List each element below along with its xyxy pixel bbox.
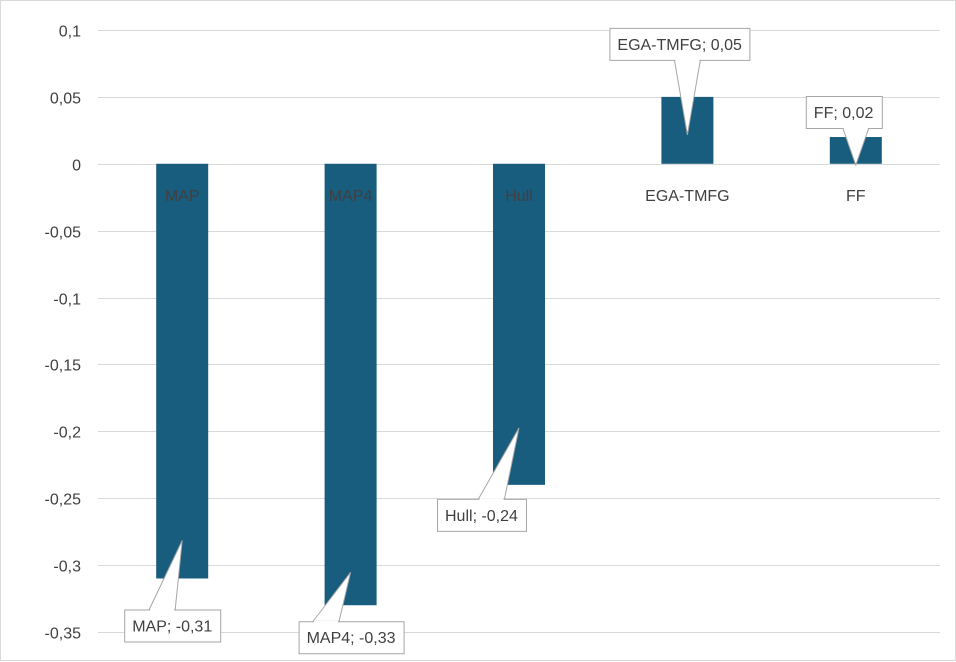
y-tick-label: -0,1	[53, 292, 81, 309]
category-label: MAP	[165, 188, 200, 205]
bar-hull	[493, 163, 545, 485]
y-tick-label: -0,25	[45, 492, 82, 509]
category-label: MAP4	[329, 188, 373, 205]
y-tick-label: 0	[72, 158, 81, 175]
category-labels: MAP MAP4 Hull EGA-TMFG FF	[165, 188, 866, 205]
callout-box	[609, 27, 751, 61]
data-label: MAP; -0,31	[132, 618, 212, 635]
y-tick-label: -0,3	[53, 559, 81, 576]
data-label-callout: Hull; -0,24	[437, 427, 527, 532]
y-tick-label: 0,1	[59, 24, 81, 41]
data-label: MAP4; -0,33	[307, 630, 396, 647]
y-tick-label: -0,05	[45, 225, 82, 242]
data-label-callout: FF; 0,02	[805, 96, 883, 167]
y-tick-label: -0,2	[53, 425, 81, 442]
bar-map4	[324, 163, 377, 606]
category-label: EGA-TMFG	[645, 188, 729, 205]
callout-box	[805, 96, 883, 130]
category-label: FF	[846, 188, 866, 205]
data-label-callouts: MAP; -0,31 MAP4; -0,33 Hull; -0,24 EGA-TMFG…	[124, 27, 883, 655]
bar-map	[156, 163, 209, 579]
data-label-callout: MAP4; -0,33	[298, 571, 405, 655]
data-label: EGA-TMFG; 0,05	[617, 37, 742, 54]
y-tick-label: -0,15	[45, 358, 82, 375]
y-tick-label: -0,35	[45, 626, 82, 643]
callout-box	[298, 621, 405, 655]
data-label-callout: MAP; -0,31	[124, 540, 222, 643]
y-axis-tick-labels: 0,1 0,05 0 -0,05 -0,1 -0,15 -0,2 -0,25 -0,3 -0,35	[45, 24, 82, 643]
data-label: FF; 0,02	[814, 105, 874, 122]
category-label: Hull	[505, 188, 533, 205]
bars	[156, 96, 882, 606]
callout-box	[124, 609, 222, 643]
data-label: Hull; -0,24	[445, 508, 518, 525]
data-label-callout: EGA-TMFG; 0,05	[609, 27, 751, 135]
y-tick-label: 0,05	[50, 91, 81, 108]
